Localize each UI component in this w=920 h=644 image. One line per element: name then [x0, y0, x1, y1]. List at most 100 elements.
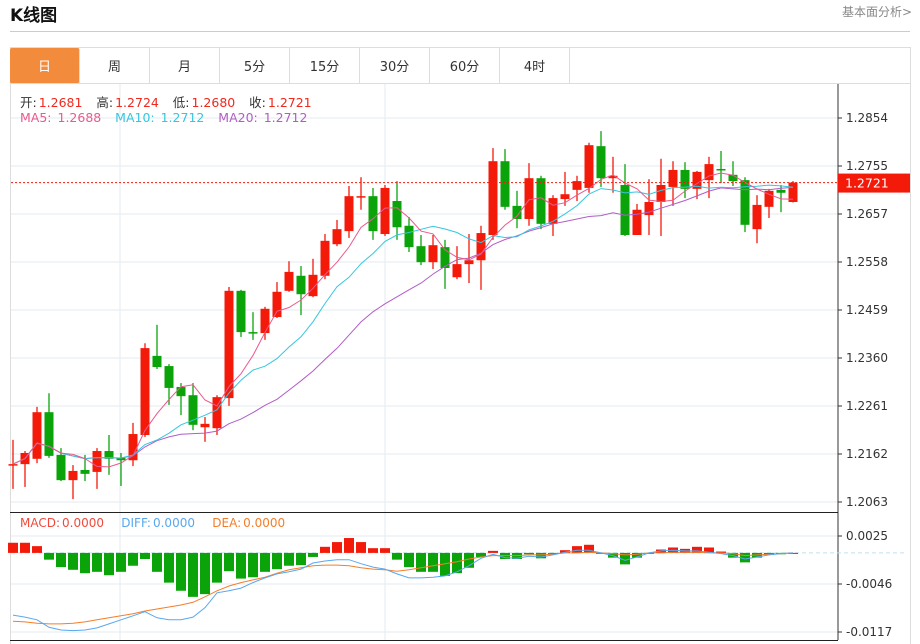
candle-up [524, 178, 534, 219]
tab-day[interactable]: 日 [10, 48, 80, 84]
macd-bar-negative [260, 552, 270, 572]
macd-bar-negative [200, 552, 210, 595]
candle-down [728, 174, 738, 182]
candle-up [632, 209, 642, 235]
candle-down [536, 178, 546, 224]
macd-bar-negative [116, 552, 126, 572]
macd-bar-positive [32, 546, 42, 553]
macd-tick-label: -0.0046 [846, 577, 892, 591]
last-price-badge [838, 173, 910, 193]
macd-bar-negative [164, 552, 174, 583]
last-price-label: 1.2721 [845, 176, 889, 191]
candle-up [284, 271, 294, 291]
macd-bar-positive [788, 552, 798, 554]
macd-bar-negative [464, 552, 474, 568]
candle-up [68, 470, 78, 481]
macd-bar-negative [632, 552, 642, 558]
macd-bar-negative [68, 552, 78, 570]
macd-bar-negative [548, 552, 558, 554]
candle-down [680, 169, 690, 189]
ma10-value: 1.2712 [160, 110, 205, 125]
macd-bar-positive [356, 542, 366, 553]
dea-label: DEA: [212, 516, 242, 530]
candle-down [368, 196, 378, 232]
macd-info: MACD: 0.0000 DIFF: 0.0000 DEA: 0.0000 [20, 516, 287, 530]
page-title: K线图 [10, 6, 58, 26]
candle-up [8, 464, 18, 466]
ma-info: MA5: 1.2688 MA10: 1.2712 MA20: 1.2712 [20, 110, 309, 125]
candle-down [716, 168, 726, 171]
macd-bar-negative [272, 552, 282, 570]
candle-up [656, 184, 666, 202]
candle-up [92, 451, 102, 472]
macd-bar-positive [320, 546, 330, 553]
candle-down [248, 332, 258, 334]
macd-bar-negative [248, 552, 258, 578]
macd-bar-negative [536, 552, 546, 559]
macd-bar-negative [440, 552, 450, 576]
candle-up [32, 412, 42, 459]
candle-up [476, 233, 486, 261]
candle-up [224, 290, 234, 399]
candle-up [704, 164, 714, 181]
macd-bar-negative [524, 552, 534, 555]
candle-up [380, 187, 390, 235]
macd-bar-negative [620, 552, 630, 565]
macd-bar-positive [584, 544, 594, 553]
candle-up [692, 171, 702, 189]
candle-up [428, 245, 438, 263]
close-value: 1.2721 [267, 95, 312, 110]
macd-bar-negative [236, 552, 246, 579]
candle-down [188, 395, 198, 425]
candle-down [152, 355, 162, 368]
macd-bar-negative [428, 552, 438, 572]
candle-down [392, 201, 402, 228]
macd-bar-negative [80, 552, 90, 574]
ma5-label: MA5: [20, 110, 52, 125]
dea-line [12, 551, 794, 625]
high-value: 1.2724 [115, 95, 159, 110]
macd-bar-positive [332, 542, 342, 553]
macd-bar-positive [8, 542, 18, 553]
candle-up [548, 198, 558, 224]
candle-up [644, 201, 654, 216]
candle-down [512, 205, 522, 219]
candle-down [80, 469, 90, 474]
macd-bar-negative [128, 552, 138, 566]
candle-down [164, 366, 174, 388]
candle-up [260, 308, 270, 334]
price-tick-label: 1.2657 [846, 207, 888, 221]
ma5-value: 1.2688 [57, 110, 102, 125]
macd-value: 0.0000 [62, 516, 105, 530]
price-tick-label: 1.2063 [846, 495, 888, 509]
macd-label: MACD: [20, 516, 61, 530]
candle-down [236, 290, 246, 333]
macd-bar-negative [92, 552, 102, 572]
macd-bar-negative [404, 552, 414, 568]
candle-up [212, 397, 222, 429]
macd-bar-positive [692, 546, 702, 553]
tabs-divider [10, 83, 910, 84]
close-label: 收: [249, 95, 266, 110]
macd-bar-negative [44, 552, 54, 560]
macd-bar-positive [344, 538, 354, 553]
price-tick-label: 1.2755 [846, 159, 888, 173]
macd-bar-negative [452, 552, 462, 574]
macd-bar-negative [104, 552, 114, 576]
macd-bar-negative [188, 552, 198, 597]
ma10-label: MA10: [115, 110, 155, 125]
diff-label: DIFF: [121, 516, 151, 530]
macd-bar-negative [416, 552, 426, 572]
fundamental-analysis-link[interactable]: 基本面分析> [841, 5, 912, 19]
macd-bar-negative [176, 552, 186, 591]
candle-up [140, 348, 150, 436]
diff-line [12, 549, 794, 632]
candle-up [308, 274, 318, 297]
macd-bar-positive [488, 550, 498, 553]
candle-up [332, 229, 342, 245]
candle-up [452, 264, 462, 278]
macd-bar-negative [152, 552, 162, 572]
macd-bar-negative [56, 552, 66, 568]
candle-up [584, 145, 594, 188]
